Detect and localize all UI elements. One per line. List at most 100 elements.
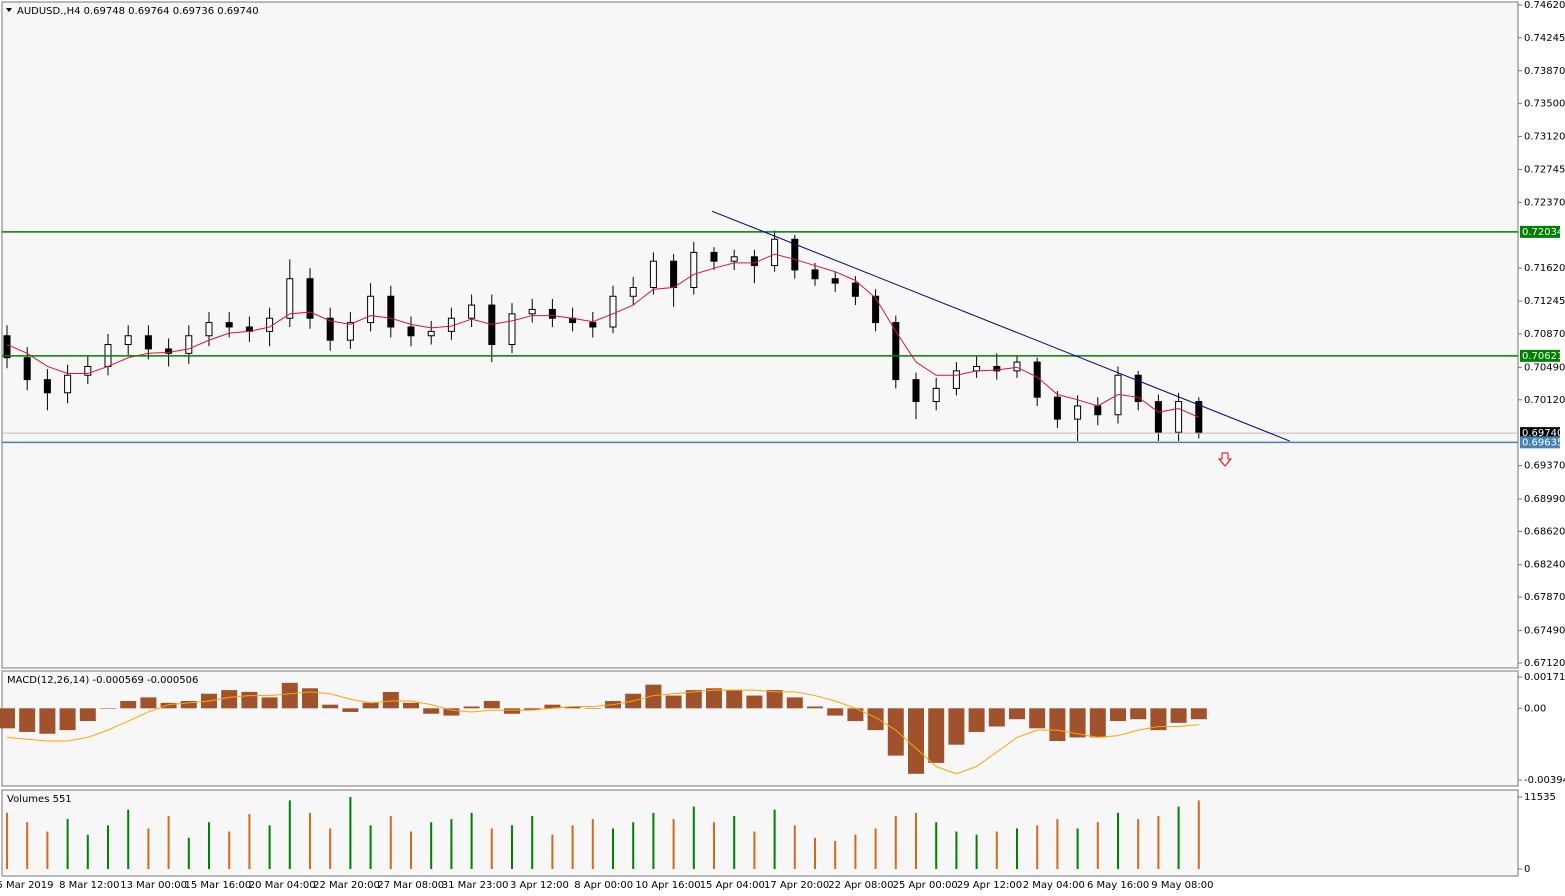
y-tick-label: 0.73120	[1524, 132, 1565, 143]
candle-body	[892, 322, 900, 381]
macd-bar	[140, 697, 157, 709]
candle-body	[609, 295, 617, 328]
candle-body	[851, 282, 859, 297]
macd-bar	[362, 702, 379, 709]
macd-bar	[786, 697, 803, 709]
menu-triangle[interactable]	[6, 8, 12, 12]
candle-body	[973, 365, 981, 372]
macd-bar	[342, 708, 359, 712]
candle-body	[791, 238, 799, 271]
macd-bar	[180, 701, 197, 709]
x-tick-label: 22 Mar 20:00	[313, 880, 380, 891]
macd-bar	[968, 708, 985, 732]
macd-bar	[766, 690, 783, 709]
y-tick-label: 0.00	[1524, 703, 1546, 714]
macd-bar	[948, 708, 965, 745]
x-tick-label: 8 Mar 12:00	[59, 880, 119, 891]
y-tick-label: 0.72745	[1524, 165, 1565, 176]
volume-panel	[1, 789, 1519, 877]
level-label: 0.72034	[1522, 227, 1563, 238]
candle-body	[3, 335, 11, 359]
candle-body	[1033, 361, 1041, 398]
candle-body	[750, 256, 758, 267]
candle-body	[508, 313, 516, 346]
candle-body	[952, 370, 960, 389]
x-tick-label: 25 Apr 00:00	[893, 880, 958, 891]
y-tick-label: -0.003942	[1524, 775, 1565, 786]
level-label-bg	[1520, 427, 1560, 440]
macd-bar	[827, 708, 844, 716]
macd-bar	[867, 708, 884, 731]
candle-body	[528, 308, 536, 315]
x-tick-label: 17 Apr 20:00	[764, 880, 829, 891]
macd-bar	[1190, 708, 1207, 720]
x-tick-label: 8 Apr 00:00	[574, 880, 633, 891]
candle-body	[468, 304, 476, 319]
macd-bar	[423, 708, 440, 714]
macd-bar	[807, 706, 823, 709]
main-panel	[1, 1, 1519, 669]
macd-bar	[746, 695, 763, 709]
candle-body	[185, 335, 193, 354]
candle-body	[589, 322, 597, 328]
candle-body	[1094, 405, 1102, 416]
macd-bar	[160, 702, 177, 709]
macd-bar	[584, 708, 601, 709]
macd-bar	[1069, 708, 1086, 738]
y-tick-label: 0.70870	[1524, 329, 1565, 340]
candle-body	[811, 269, 819, 280]
level-label: 0.70621	[1522, 351, 1563, 362]
candle-body	[649, 260, 657, 289]
candle-body	[286, 278, 294, 319]
macd-bar	[59, 708, 76, 731]
x-tick-label: 13 Mar 00:00	[120, 880, 187, 891]
candle-body	[427, 330, 435, 337]
macd-signal	[6, 689, 1199, 775]
x-tick-label: 10 Apr 16:00	[635, 880, 700, 891]
macd-bar	[463, 706, 480, 709]
candle-body	[690, 251, 698, 289]
macd-bar	[544, 704, 561, 709]
macd-bar	[241, 691, 258, 709]
candle-body	[23, 357, 31, 381]
y-tick-label: 0.68240	[1524, 560, 1565, 571]
macd-bar	[382, 691, 399, 709]
candle-body	[831, 278, 839, 284]
macd-bar	[1089, 708, 1106, 738]
y-tick-label: 0.73500	[1524, 98, 1565, 109]
candle-body	[1053, 396, 1061, 420]
level-label-bg	[1520, 225, 1560, 238]
y-tick-label: 0.71245	[1524, 296, 1565, 307]
macd-bar	[847, 708, 864, 722]
candle-body	[64, 374, 72, 394]
candle-body	[124, 335, 132, 346]
x-tick-label: 5 Mar 2019	[0, 880, 54, 891]
macd-bar	[79, 708, 96, 722]
volume-title: Volumes 551	[7, 794, 72, 805]
macd-bar	[524, 708, 541, 711]
candle-body	[266, 317, 274, 332]
candle-body	[771, 238, 779, 267]
y-tick-label: 0.70120	[1524, 395, 1565, 406]
candle-body	[1175, 401, 1183, 433]
macd-bar	[443, 708, 460, 716]
macd-bar	[403, 702, 419, 709]
y-tick-label: 0.67490	[1524, 626, 1565, 637]
macd-bar	[0, 708, 15, 729]
y-tick-label: 0.71620	[1524, 263, 1565, 274]
macd-bar	[645, 684, 662, 709]
y-tick-label: 0.72370	[1524, 197, 1565, 208]
candle-body	[326, 317, 334, 341]
candle-body	[43, 379, 51, 394]
macd-bar	[1170, 708, 1187, 723]
sell-arrow	[1217, 452, 1233, 467]
macd-bar	[302, 688, 318, 709]
x-tick-label: 15 Mar 16:00	[185, 880, 252, 891]
chart-title: AUDUSD.,H4 0.69748 0.69764 0.69736 0.697…	[17, 6, 259, 17]
x-tick-label: 29 Apr 12:00	[957, 880, 1022, 891]
candle-body	[1154, 401, 1162, 433]
macd-bar	[1110, 708, 1126, 722]
candle-body	[730, 256, 738, 262]
y-tick-label: 11535	[1524, 792, 1556, 803]
candle-body	[84, 365, 92, 376]
